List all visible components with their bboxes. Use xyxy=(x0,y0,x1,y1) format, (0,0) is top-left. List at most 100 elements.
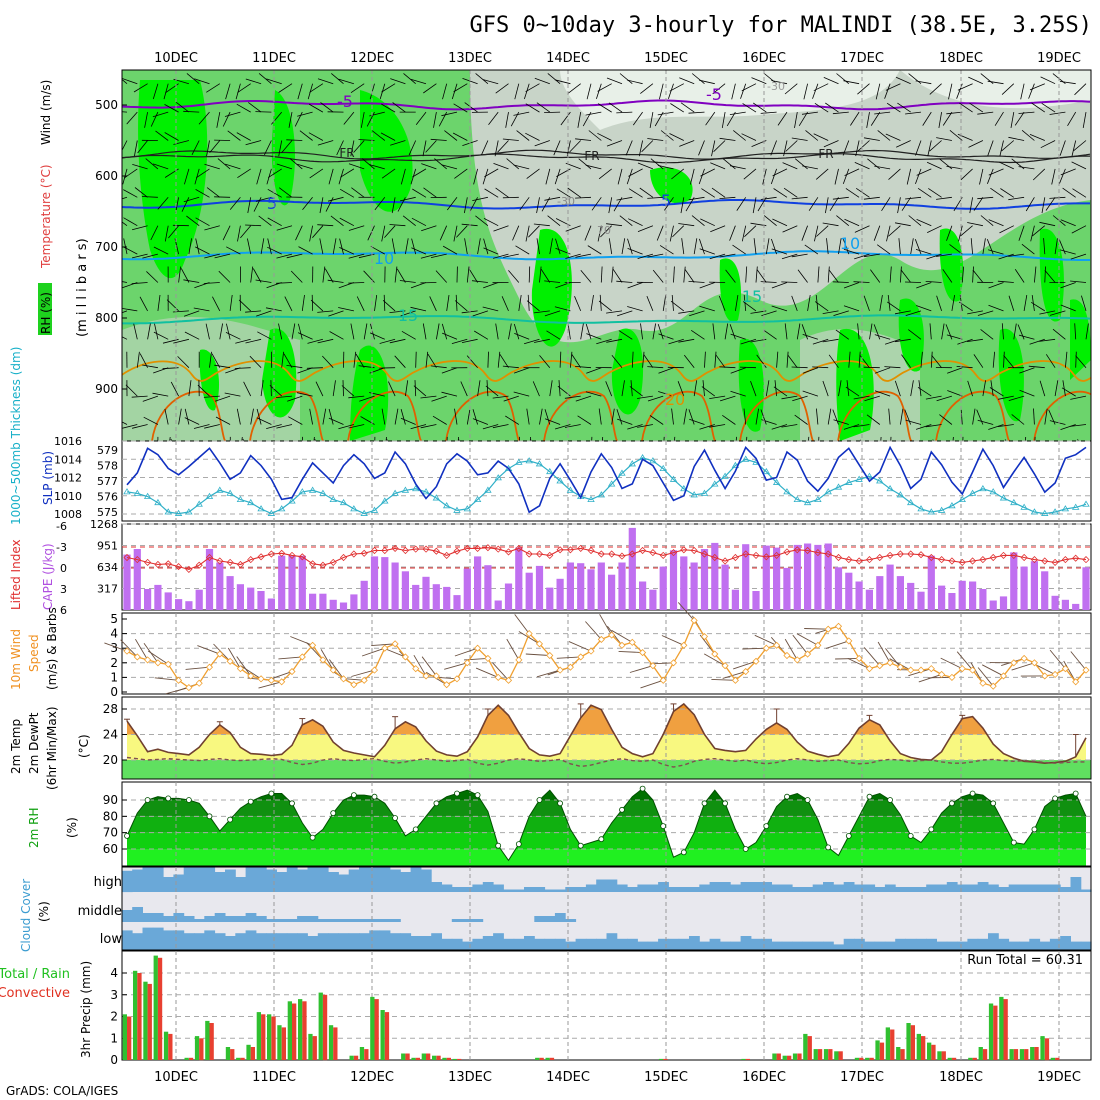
lifted-index-marker xyxy=(195,561,203,569)
wind-barb xyxy=(453,83,468,93)
wind-barb xyxy=(752,102,767,113)
wind-barb xyxy=(276,424,293,429)
wind-barb xyxy=(733,130,746,141)
wind-barb xyxy=(709,395,726,399)
precip-total-bar xyxy=(184,1057,189,1060)
cape-bar xyxy=(515,547,523,610)
wind-barb xyxy=(1032,168,1046,181)
rh-high-region xyxy=(939,228,964,302)
tick-label: 900 xyxy=(95,382,118,396)
cape-bar xyxy=(546,587,554,610)
wind-barb xyxy=(1041,197,1046,214)
cloud-high-bar xyxy=(699,884,711,892)
wind-barb xyxy=(560,111,571,126)
wind-barb xyxy=(380,132,396,141)
wind-barb xyxy=(617,453,632,459)
wind-barb xyxy=(802,390,819,397)
wind-barb xyxy=(123,189,138,198)
rh-marker xyxy=(557,800,563,807)
wind-barb xyxy=(987,80,1004,85)
wind-barb xyxy=(746,436,748,441)
precip-total-bar xyxy=(803,1033,808,1060)
wind-label: Wind (m/s) xyxy=(39,80,53,145)
wind-speed-marker xyxy=(659,676,667,684)
wind-barb xyxy=(571,354,582,368)
wind-barb xyxy=(915,424,932,430)
wind-barb xyxy=(454,168,468,179)
wind-barb xyxy=(379,338,396,344)
wind-barb xyxy=(629,386,643,397)
lifted-index-label: Lifted Index xyxy=(9,539,23,610)
lifted-index-marker xyxy=(1041,557,1049,565)
wind-barb xyxy=(688,409,695,425)
wind-barb xyxy=(939,414,953,425)
cape-bar xyxy=(226,576,234,610)
rh-marker xyxy=(206,813,213,820)
wind-barb xyxy=(482,424,499,430)
wind-barb xyxy=(1024,436,1027,441)
isotherm-line xyxy=(122,99,1091,111)
wind-barb xyxy=(1001,83,1015,95)
wind-barb xyxy=(177,356,190,368)
tick-label: 90 xyxy=(103,793,118,807)
cloud-high-bar xyxy=(957,884,968,892)
cloud-low-bar xyxy=(616,938,628,950)
cape-bar xyxy=(195,589,203,610)
wind-barb xyxy=(134,187,148,198)
wind-barb xyxy=(400,196,416,202)
cloud-high-bar xyxy=(132,869,143,892)
wind-barb xyxy=(797,269,808,283)
lifted-index-marker xyxy=(185,565,193,573)
wind-barb xyxy=(493,163,509,170)
cloud-high-bar xyxy=(482,882,494,892)
precip-total-bar xyxy=(968,1057,973,1060)
wind-barb xyxy=(1067,111,1077,127)
wind-barb xyxy=(904,281,922,283)
slp-tick-label: 1012 xyxy=(54,472,82,485)
wind-barb xyxy=(616,111,633,114)
wind-barb xyxy=(699,305,715,312)
wind-barb xyxy=(626,168,633,185)
wind-barb xyxy=(482,306,499,312)
wind-barb xyxy=(611,266,614,283)
wind-barb xyxy=(371,130,386,141)
wind-barb xyxy=(1030,301,1046,312)
wind-barb xyxy=(869,323,873,340)
wind-barb xyxy=(711,140,716,157)
rh-marker xyxy=(928,826,935,833)
cape-bar xyxy=(917,591,925,610)
wind-barb xyxy=(322,408,327,425)
wind-barb xyxy=(949,129,963,141)
wind-speed-marker xyxy=(1061,665,1069,673)
isotherm-line xyxy=(122,360,1091,382)
wind-barb xyxy=(916,305,932,312)
wind-barb xyxy=(391,238,396,255)
cloud-high-bar xyxy=(328,872,339,892)
wind-barb xyxy=(873,324,881,340)
precip-total-bar xyxy=(999,996,1004,1060)
lifted-index-marker xyxy=(1072,554,1080,562)
precip-total-bar xyxy=(370,996,375,1060)
wind-barb xyxy=(637,253,654,259)
surface-wind-barb xyxy=(240,665,262,680)
wind-barb xyxy=(987,168,994,184)
wind-barb xyxy=(313,436,315,441)
thickness-marker xyxy=(339,498,348,506)
wind-barb xyxy=(532,381,540,397)
cloud-low-bar xyxy=(183,933,195,950)
thickness-marker xyxy=(865,472,874,479)
wind-barb xyxy=(771,452,787,453)
wind-barb xyxy=(932,439,935,441)
wind-barb xyxy=(381,225,386,242)
wind-barb xyxy=(652,269,664,283)
wind-barb xyxy=(264,140,272,156)
cloud-low-bar xyxy=(792,941,803,950)
cloud-low-bar xyxy=(163,930,174,950)
wind-barb xyxy=(668,338,684,345)
contour-label: 20 xyxy=(665,390,685,409)
cloud-low-bar xyxy=(482,936,494,950)
precip-convective-bar xyxy=(457,1058,462,1060)
wind-barb xyxy=(288,416,303,425)
precip-total-bar xyxy=(256,1012,261,1060)
thickness-marker xyxy=(937,506,946,513)
